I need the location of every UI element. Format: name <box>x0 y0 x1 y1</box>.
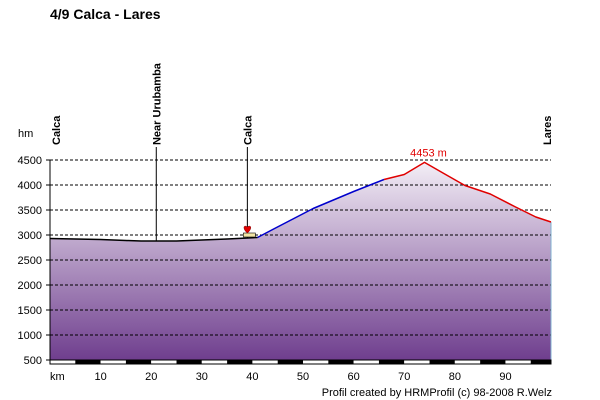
distance-bar-segment <box>454 360 481 364</box>
profile-segment-line <box>257 178 385 239</box>
distance-bar-segment <box>125 360 152 364</box>
y-tick-label: 4000 <box>18 180 42 192</box>
waypoint-label: Lares <box>542 116 554 145</box>
x-tick-label: 80 <box>449 371 461 383</box>
distance-bar-segment <box>176 360 202 364</box>
y-tick-label: 3000 <box>18 230 42 242</box>
profile-segment-line <box>49 236 258 242</box>
distance-bar-segment <box>277 360 304 364</box>
distance-bar-segment <box>201 360 228 364</box>
distance-bar-segment <box>505 360 531 364</box>
profile-lines <box>49 161 552 242</box>
peak-elevation-label: 4453 m <box>410 147 447 159</box>
distance-bar-outline <box>49 359 552 365</box>
x-tick-label: 30 <box>196 371 208 383</box>
heart-shape <box>243 225 251 234</box>
distance-bar-segment <box>227 360 253 364</box>
chart-title: 4/9 Calca - Lares <box>50 6 161 22</box>
distance-bar-segment <box>50 360 76 364</box>
waypoint-label: Near Urubamba <box>151 62 163 145</box>
distance-bar-segment <box>353 360 379 364</box>
x-tick-label: 70 <box>398 371 410 383</box>
y-axis-ticks: 500 1000 1500 2000 2500 3000 3500 4000 4500 <box>18 155 50 367</box>
x-axis-unit-label: km <box>50 371 65 383</box>
y-axis-unit-label: hm <box>18 128 33 140</box>
x-tick-label: 90 <box>499 371 511 383</box>
distance-bar-segment <box>530 360 551 364</box>
distance-bar-segment <box>75 360 101 364</box>
distance-bar-segment <box>100 360 126 364</box>
distance-bar-segment <box>404 360 430 364</box>
elevation-area <box>50 162 551 360</box>
marker-base <box>243 232 256 238</box>
waypoint-label: Calca <box>242 115 254 145</box>
grid-lines <box>50 159 551 336</box>
distance-bar-segment <box>151 360 177 364</box>
y-tick-label: 500 <box>24 355 42 367</box>
y-tick-label: 1500 <box>18 305 42 317</box>
profile-segment-line <box>383 161 552 223</box>
waypoint-labels: Calca Near Urubamba Calca Lares <box>51 62 554 145</box>
heart-icon <box>243 225 256 238</box>
y-tick-label: 3500 <box>18 205 42 217</box>
y-tick-label: 2000 <box>18 280 42 292</box>
x-tick-label: 20 <box>145 371 157 383</box>
waypoint-label: Calca <box>51 115 63 145</box>
x-tick-label: 60 <box>348 371 360 383</box>
y-tick-label: 1000 <box>18 330 42 342</box>
x-tick-label: 40 <box>246 371 258 383</box>
distance-bar-segment <box>480 360 506 364</box>
distance-bar-segment <box>252 360 278 364</box>
plot-area <box>49 147 552 365</box>
x-tick-label: 10 <box>94 371 106 383</box>
distance-bar-segment <box>328 360 354 364</box>
waypoint-lines <box>155 147 248 241</box>
x-axis-ticks: 10 20 30 40 50 60 70 80 90 <box>94 371 511 383</box>
credit-text: Profil created by HRMProfil (c) 98-2008 … <box>322 387 552 399</box>
distance-bar-segment <box>378 360 405 364</box>
distance-scale-bar <box>49 359 552 365</box>
y-tick-label: 2500 <box>18 255 42 267</box>
y-tick-label: 4500 <box>18 155 42 167</box>
distance-bar-segment <box>429 360 455 364</box>
distance-bar-segment <box>303 360 329 364</box>
x-tick-label: 50 <box>297 371 309 383</box>
